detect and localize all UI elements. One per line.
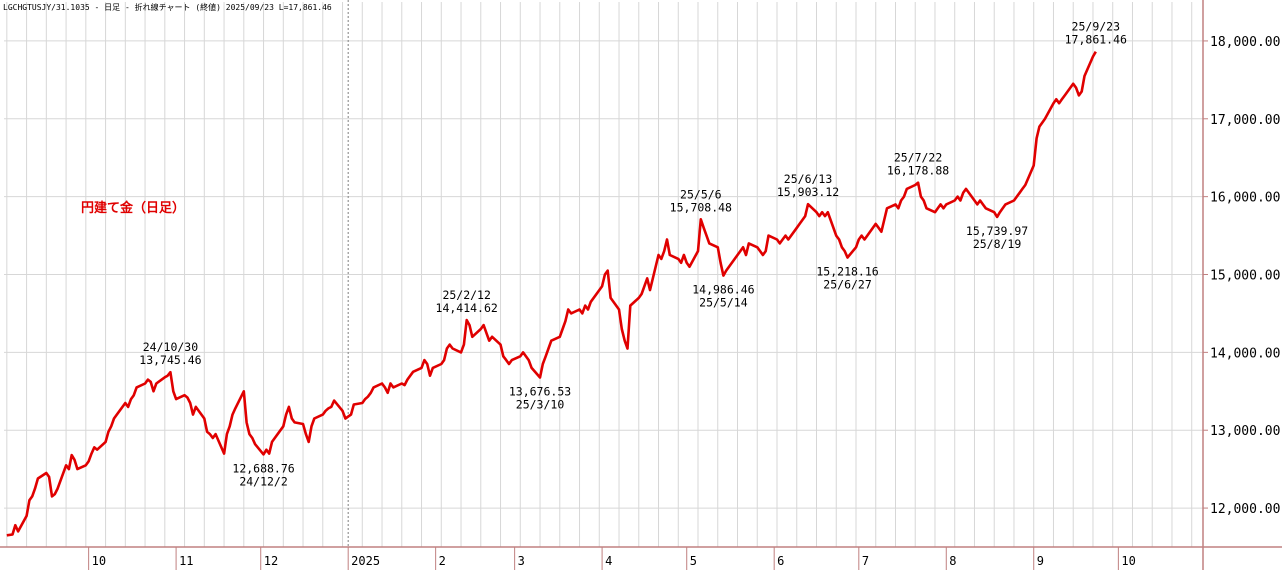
x-tick-label: 3 bbox=[518, 554, 525, 568]
annotation-label: 13,745.46 bbox=[139, 353, 201, 367]
annotation-label: 25/2/12 bbox=[442, 288, 490, 302]
annotation-label: 16,178.88 bbox=[887, 164, 949, 178]
x-tick-label: 4 bbox=[605, 554, 612, 568]
annotation-label: 24/12/2 bbox=[239, 474, 287, 488]
y-tick-label: 17,000.00 bbox=[1210, 113, 1280, 128]
annotation-label: 25/7/22 bbox=[894, 151, 942, 165]
annotation-label: 15,739.97 bbox=[966, 224, 1028, 238]
annotation-label: 25/6/27 bbox=[823, 278, 872, 292]
annotation-label: 15,708.48 bbox=[670, 200, 732, 214]
y-tick-label: 16,000.00 bbox=[1210, 191, 1280, 206]
annotation-label: 25/6/13 bbox=[784, 172, 833, 186]
y-tick-label: 18,000.00 bbox=[1210, 35, 1280, 50]
annotation-label: 13,676.53 bbox=[509, 385, 571, 399]
annotation-label: 25/3/10 bbox=[516, 398, 565, 412]
x-tick-label: 9 bbox=[1037, 554, 1044, 568]
x-tick-label: 8 bbox=[949, 554, 956, 568]
y-tick-label: 13,000.00 bbox=[1210, 424, 1280, 439]
x-tick-label: 6 bbox=[777, 554, 784, 568]
x-tick-label: 5 bbox=[690, 554, 697, 568]
annotation-label: 15,903.12 bbox=[777, 185, 839, 199]
chart-header: LGCHGTUSJY/31.1035 - 日足 - 折れ線チャート (終値) 2… bbox=[3, 2, 332, 12]
y-tick-label: 15,000.00 bbox=[1210, 269, 1280, 284]
grid bbox=[4, 0, 1203, 547]
x-tick-label: 2 bbox=[439, 554, 446, 568]
x-tick-label: 11 bbox=[179, 554, 193, 568]
annotation-label: 17,861.46 bbox=[1065, 33, 1127, 47]
y-tick-label: 12,000.00 bbox=[1210, 502, 1280, 517]
annotation-label: 14,414.62 bbox=[436, 301, 498, 315]
x-tick-label: 12 bbox=[264, 554, 278, 568]
annotation-label: 14,986.46 bbox=[692, 283, 754, 297]
series-label: 円建て金（日足） bbox=[81, 200, 185, 216]
annotation-label: 25/5/14 bbox=[699, 296, 748, 310]
y-tick-label: 14,000.00 bbox=[1210, 346, 1280, 361]
x-tick-label: 2025 bbox=[351, 554, 380, 568]
x-tick-label: 10 bbox=[92, 554, 106, 568]
x-tick-label: 7 bbox=[862, 554, 869, 568]
annotation-label: 15,218.16 bbox=[816, 265, 878, 279]
annotation-label: 25/9/23 bbox=[1072, 20, 1121, 34]
x-tick-label: 10 bbox=[1121, 554, 1135, 568]
annotation-label: 24/10/30 bbox=[143, 340, 198, 354]
annotation-label: 25/5/6 bbox=[680, 187, 722, 201]
price-series-line bbox=[6, 51, 1097, 537]
annotation-label: 12,688.76 bbox=[232, 461, 294, 475]
annotation-label: 25/8/19 bbox=[973, 237, 1022, 251]
